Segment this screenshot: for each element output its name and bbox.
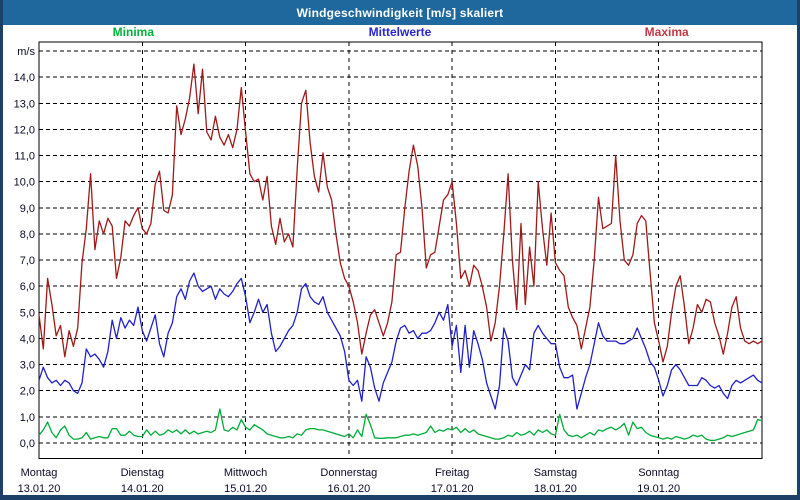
maxima-line (38, 63, 763, 363)
legend-mittelwerte: Mittelwerte (368, 25, 432, 39)
window-title: Windgeschwindigkeit [m/s] skaliert (296, 5, 504, 20)
x-date-label: 14.01.20 (121, 483, 164, 495)
y-tick-label: 13,0 (14, 98, 35, 110)
y-tick-label: 12,0 (14, 124, 35, 136)
window-title-bar: Windgeschwindigkeit [m/s] skaliert (0, 0, 800, 25)
window-border-bottom (0, 495, 800, 500)
y-tick-label: 3,0 (20, 360, 35, 372)
x-weekday-label: Mittwoch (224, 467, 267, 479)
y-tick-label: 1,0 (20, 412, 35, 424)
y-tick-label: 10,0 (14, 177, 35, 189)
wind-speed-chart: 0,0 1,0 2,0 3,0 4,0 5,0 6,0 7,0 8,0 9,0 10,0 11,0 12… (14, 41, 763, 495)
y-tick-label: 0,0 (20, 438, 35, 450)
mittelwerte-line (38, 272, 763, 410)
y-tick-label: 9,0 (20, 203, 35, 215)
y-tick-label: 7,0 (20, 255, 35, 267)
y-tick-label: 14,0 (14, 72, 35, 84)
x-weekday-label: Samstag (534, 467, 577, 479)
x-date-label: 19.01.20 (637, 483, 680, 495)
y-tick-label: 6,0 (20, 281, 35, 293)
legend-minima: Minima (112, 25, 154, 39)
minima-line (38, 408, 763, 442)
x-weekday-label: Donnerstag (320, 467, 377, 479)
x-weekday-label: Montag (21, 467, 58, 479)
y-axis-unit-label: m/s (17, 46, 35, 58)
x-weekday-label: Sonntag (638, 467, 679, 479)
y-tick-label: 8,0 (20, 229, 35, 241)
x-date-label: 17.01.20 (431, 483, 474, 495)
y-tick-label: 11,0 (14, 151, 35, 163)
window-border-left (0, 0, 3, 500)
x-date-label: 16.01.20 (327, 483, 370, 495)
x-weekday-label: Freitag (435, 467, 469, 479)
y-tick-label: 5,0 (20, 307, 35, 319)
x-weekday-label: Dienstag (121, 467, 164, 479)
y-tick-label: 4,0 (20, 333, 35, 345)
x-date-label: 13.01.20 (18, 483, 61, 495)
y-tick-label: 2,0 (20, 386, 35, 398)
window-border-right (797, 0, 800, 500)
chart-legend: Minima Mittelwerte Maxima (0, 25, 800, 40)
x-date-label: 18.01.20 (534, 483, 577, 495)
legend-maxima: Maxima (644, 25, 689, 39)
plot-frame (38, 41, 763, 459)
x-date-label: 15.01.20 (224, 483, 267, 495)
